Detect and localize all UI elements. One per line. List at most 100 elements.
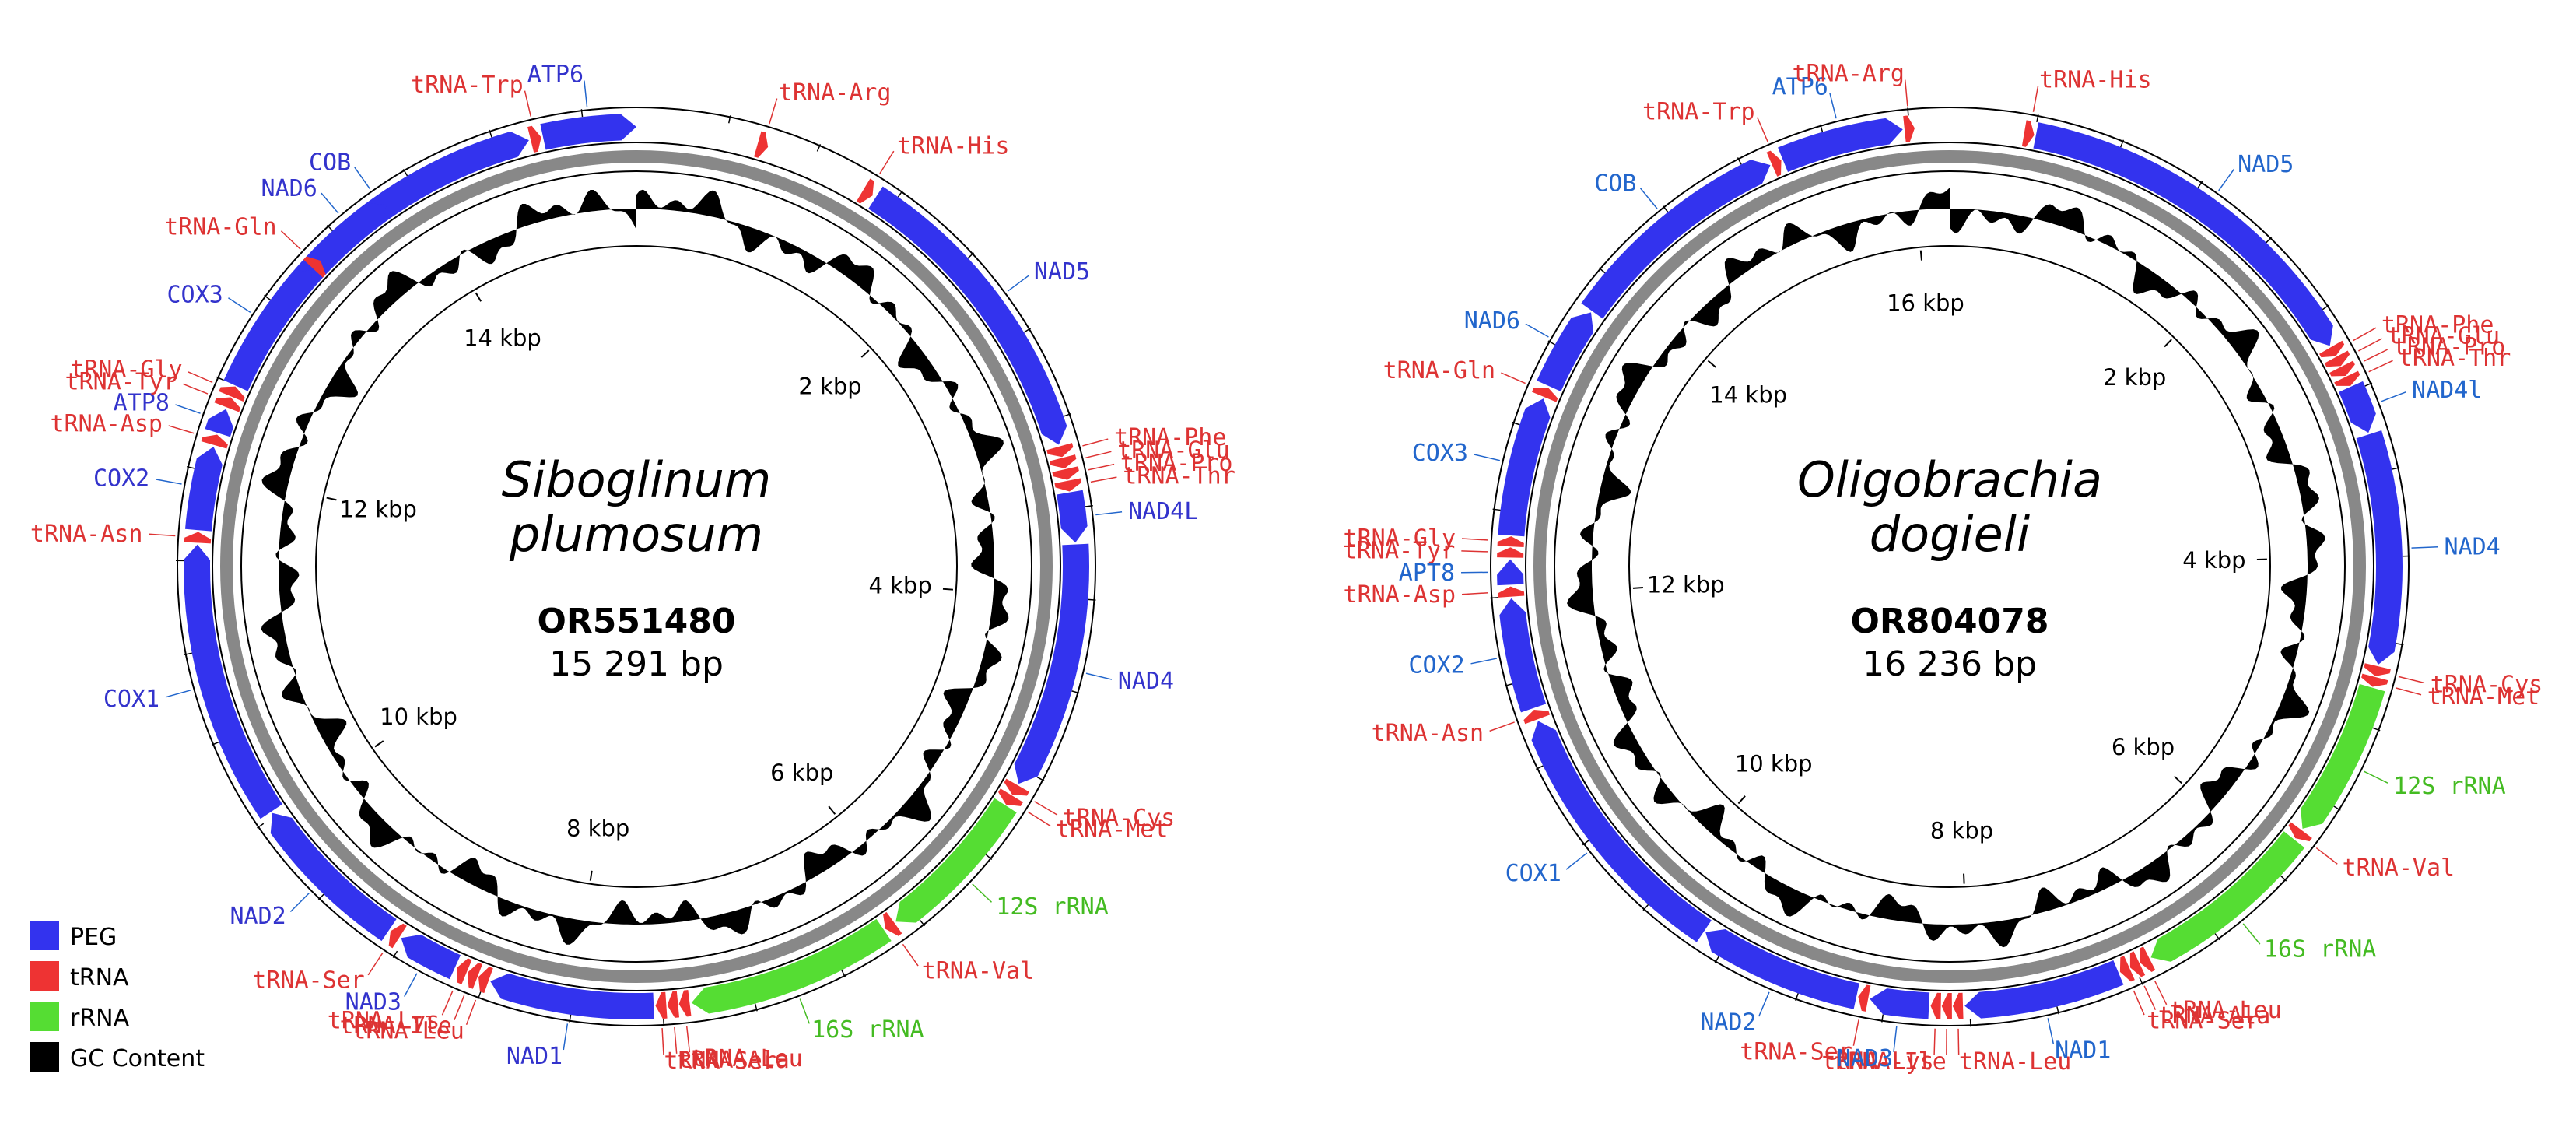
minor-tick [2322,304,2329,311]
feature-leader-line [1095,511,1123,516]
minor-tick [2036,114,2039,123]
feature-label: NAD2 [1700,1009,1756,1036]
minor-tick [1642,904,1649,911]
minor-tick [919,919,926,927]
feature-label: tRNA-Glu [1117,437,1230,464]
feature-peg-cox3 [1498,398,1551,537]
feature-label: tRNA-Pro [2393,334,2506,361]
legend-swatch-peg [30,921,59,950]
outer-ring [1490,107,2410,1026]
feature-trna-trna-cys [1004,778,1029,796]
feature-label: tRNA-Glu [2388,322,2501,349]
genome-length: 15 291 bp [549,644,724,684]
feature-label: tRNA-Cys [2431,671,2543,698]
minor-tick [1582,840,1589,846]
feature-label: tRNA-Arg [779,79,892,107]
feature-label: NAD4 [2444,533,2500,560]
feature-label: tRNA-Asn [1372,720,1484,747]
feature-label: tRNA-Thr [2399,345,2511,372]
feature-label: tRNA-Val [2343,854,2455,882]
feature-peg-atp6 [540,114,636,150]
feature-label: NAD5 [1034,258,1090,286]
kbp-tick-label: 10 kbp [1735,751,1813,777]
minor-tick [2364,382,2373,387]
gc-content-profile [261,189,1009,945]
feature-label: tRNA-Phe [2381,311,2494,339]
feature-leader-line [1525,323,1549,338]
feature-leader-line [2047,1018,2055,1044]
feature-trna-trna-his [2021,120,2035,147]
minor-tick [2266,237,2273,244]
minor-tick [580,109,584,118]
minor-tick [1512,421,1520,426]
minor-tick [216,376,224,381]
feature-trna-trna-cys [2364,663,2391,676]
feature-peg-nad1 [490,973,654,1019]
feature-trna-trna-ser [655,991,668,1019]
feature-leader-line [321,192,339,214]
feature-leader-line [2395,687,2422,696]
feature-trna-trna-ile [467,963,483,989]
feature-leader-line [661,1028,664,1055]
feature-label: COX1 [103,686,159,713]
minor-tick [1662,205,1669,212]
feature-label: ATP6 [527,61,584,89]
backbone-ring [1533,150,2366,983]
feature-peg-nad4 [2356,430,2403,665]
kbp-tick-label: 4 kbp [868,573,931,599]
legend-label-peg: PEG [70,924,117,951]
minor-tick [728,115,731,124]
kbp-tick-label: 14 kbp [464,325,541,352]
feature-label: tRNA-Ser [664,1047,776,1075]
feature-label: NAD5 [2238,151,2294,178]
feature-trna-trna-gly [219,386,245,402]
feature-trna-trna-lys [457,958,472,984]
feature-leader-line [1501,372,1526,384]
feature-label: NAD3 [1837,1045,1893,1072]
feature-peg-nad6 [1537,312,1594,392]
legend-label-trna: tRNA [70,964,129,991]
kbp-tick [475,292,482,302]
feature-label: tRNA-Lys [328,1008,440,1035]
kbp-tick-label: 16 kbp [1887,290,1964,316]
minor-tick [2372,727,2381,732]
feature-leader-line [465,999,477,1026]
minor-tick [1795,993,1799,1002]
feature-leader-line [1034,801,1058,816]
minor-tick [1819,124,1824,132]
feature-trna-trna-met [998,788,1023,806]
feature-leader-line [1933,1028,1936,1055]
feature-label: tRNA-Leu [352,1017,464,1044]
species-name-line2: plumosum [509,506,763,563]
feature-label: APT8 [1399,560,1455,587]
feature-label: NAD6 [1464,307,1520,335]
feature-trna-trna-glu [1050,454,1077,468]
outer-ring [177,107,1096,1026]
feature-trna-trna-asp [201,434,228,449]
feature-leader-line [404,973,418,997]
inner-ring [1525,142,2374,991]
feature-leader-line [367,953,384,976]
feature-leader-line [2218,168,2235,191]
kbp-tick [1919,250,1922,261]
minor-tick [1063,412,1071,417]
feature-trna-trna-asp [1498,586,1525,598]
feature-leader-line [674,1026,678,1054]
kbp-tick-label: 8 kbp [1930,818,1993,844]
feature-leader-line [685,1026,691,1053]
feature-rrna-12s-rrna [895,798,1017,923]
feature-leader-line [1007,275,1029,292]
inner-ring [212,142,1061,991]
minor-tick [1023,328,1032,333]
feature-leader-line [289,892,310,913]
minor-tick [1505,683,1513,687]
feature-trna-trna-leu [478,967,493,994]
kbp-tick-label: 4 kbp [2182,547,2245,574]
kbp-tick-label: 2 kbp [798,373,861,399]
minor-tick [263,294,271,301]
feature-peg-cob [1581,160,1771,319]
feature-trna-trna-leu [2140,946,2156,972]
feature-peg-apt8 [1497,559,1524,586]
feature-label: NAD1 [506,1043,563,1070]
feature-rrna-12s-rrna [2301,683,2385,829]
